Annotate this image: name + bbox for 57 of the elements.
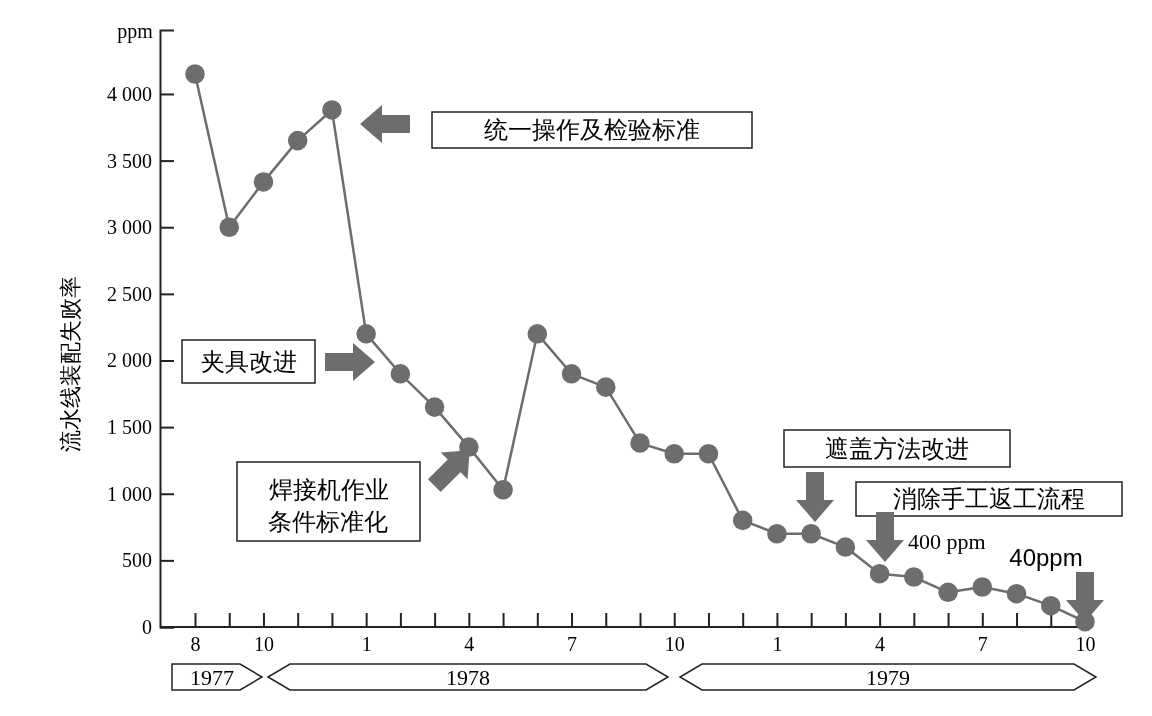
point: [253, 172, 274, 192]
point: [938, 582, 958, 603]
point: [596, 377, 616, 397]
annotation: 焊接机作业: [268, 477, 389, 503]
point: [904, 567, 924, 587]
y-tick-label: 0: [142, 615, 152, 638]
annotation: 遮盖方法改进: [825, 435, 969, 462]
point: [1006, 583, 1027, 604]
x-tick-label: 1: [361, 633, 372, 656]
x-tick-label: 4: [875, 633, 886, 656]
y-tick-label: 2 000: [107, 349, 152, 372]
y-tick-label: 500: [122, 549, 152, 572]
x-tick-label: 10: [253, 633, 274, 656]
point: [219, 217, 239, 237]
text: 1978: [446, 665, 490, 690]
point: [972, 577, 993, 597]
x-tick-label: 7: [977, 633, 988, 656]
point: [732, 510, 753, 531]
annotation: 400 ppm: [908, 529, 986, 554]
x-tick-label: 10: [664, 633, 685, 656]
point: [493, 479, 513, 500]
x-tick-label: 7: [567, 633, 578, 656]
y-tick-label: 4 000: [107, 82, 152, 105]
y-tick-label: 1 500: [107, 416, 152, 439]
text: 1979: [866, 665, 910, 690]
y-tick-label: 2 500: [107, 282, 152, 305]
point: [527, 324, 548, 344]
text: 1977: [190, 665, 234, 690]
y-tick-label: 3 500: [107, 149, 152, 172]
point: [698, 444, 719, 464]
annotation: 统一操作及检验标准: [484, 117, 700, 143]
point: [287, 130, 308, 151]
annotation: 40ppm: [1009, 544, 1083, 571]
point: [1041, 595, 1061, 616]
annotation: 消除手工返工流程: [893, 486, 1085, 512]
y-tick-label: 3 000: [107, 216, 152, 239]
y-axis-title: 流水线装配失败率: [58, 275, 83, 452]
point: [424, 397, 445, 417]
point: [869, 563, 890, 584]
point: [356, 324, 376, 344]
text: ppm: [117, 20, 154, 43]
x-tick-label: 10: [1075, 633, 1096, 656]
point: [185, 64, 205, 84]
point: [561, 364, 582, 384]
point: [390, 364, 411, 384]
annotation: 夹具改进: [200, 348, 297, 375]
point: [630, 433, 650, 453]
point: [767, 523, 787, 544]
x-tick-label: 4: [464, 633, 475, 656]
x-tick-label: 8: [190, 633, 201, 656]
point: [664, 444, 684, 464]
annotation: 条件标准化: [268, 509, 388, 535]
point: [322, 100, 342, 120]
point: [801, 523, 821, 544]
point: [835, 537, 856, 557]
y-tick-label: 1 000: [107, 482, 152, 505]
x-tick-label: 1: [772, 633, 783, 656]
